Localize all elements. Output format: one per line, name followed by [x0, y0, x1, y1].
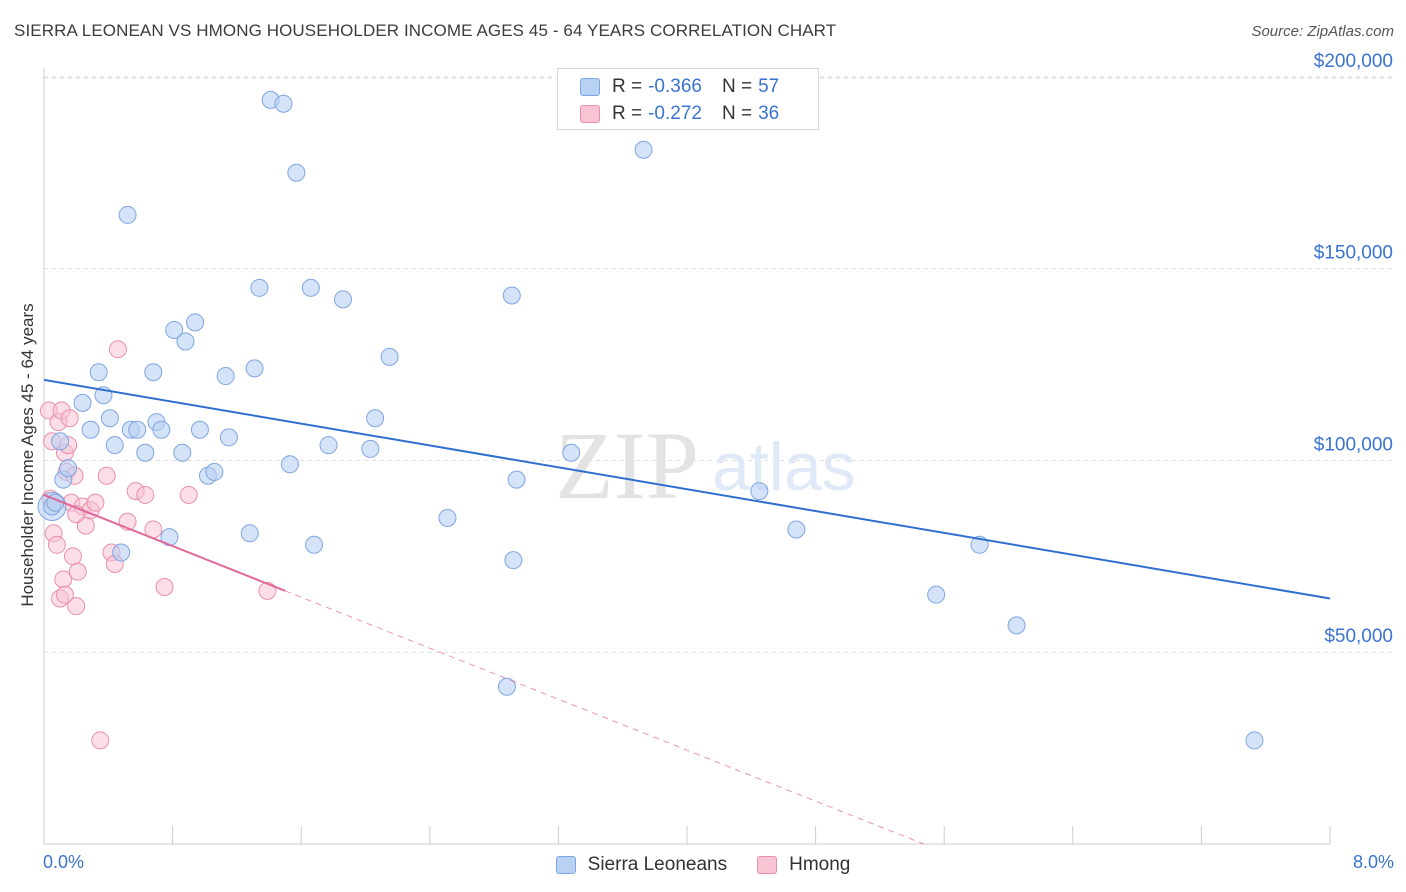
hmong-point — [63, 547, 82, 566]
hmong-point — [67, 597, 86, 616]
hmong-point — [47, 535, 66, 554]
sierra-leonean-point — [152, 420, 171, 439]
hmong-point — [86, 493, 105, 512]
sierra-leonean-point — [173, 443, 192, 462]
legend-row-sierra-leoneans: R = -0.366 N = 57 — [580, 75, 779, 99]
legend-swatch-pink — [757, 856, 778, 874]
sierra-leonean-point — [305, 535, 324, 554]
hmong-point — [97, 466, 116, 485]
sierra-leonean-point — [73, 393, 92, 412]
chart-title: SIERRA LEONEAN VS HMONG HOUSEHOLDER INCO… — [14, 21, 837, 40]
sierra-leonean-point — [190, 420, 209, 439]
legend-label: Sierra Leoneans — [587, 854, 728, 875]
y-tick-label: $200,000 — [1314, 51, 1393, 72]
sierra-leonean-point — [361, 439, 380, 458]
legend-label: Hmong — [789, 854, 851, 875]
x-tick-label-max: 8.0% — [1352, 852, 1394, 872]
r-value: -0.272 — [648, 103, 702, 124]
sierra-leonean-point — [245, 359, 264, 378]
n-value: 36 — [758, 103, 780, 124]
y-tick-label: $150,000 — [1314, 243, 1393, 264]
sierra-leonean-point — [380, 347, 399, 366]
sierra-leonean-point — [507, 470, 526, 489]
hmong-point — [179, 485, 198, 504]
sierra-leonean-point — [562, 443, 581, 462]
series-legend: Sierra Leoneans Hmong — [0, 852, 1406, 878]
sierra-leonean-point — [118, 205, 137, 224]
sierra-leonean-point — [250, 278, 269, 297]
sierra-leonean-point — [280, 455, 299, 474]
sierra-leonean-point — [51, 432, 70, 451]
trend-lines — [43, 378, 1331, 845]
sierra-leonean-point — [128, 420, 147, 439]
sierra-leonean-point — [144, 363, 163, 382]
hmong-point — [108, 340, 127, 359]
hmong-point — [155, 578, 174, 597]
sierra-leonean-point — [301, 278, 320, 297]
r-label: R = — [612, 103, 643, 124]
r-label: R = — [612, 76, 643, 97]
legend-swatch-blue — [580, 78, 600, 96]
sierra-leonean-point — [136, 443, 155, 462]
sierra-leonean-point — [787, 520, 806, 539]
hmong-point — [55, 585, 74, 604]
y-tick-label: $100,000 — [1314, 434, 1393, 455]
hmong-point — [60, 409, 79, 428]
y-tick-labels: $50,000 $100,000 $150,000 $200,000 — [1314, 51, 1393, 647]
legend-row-hmong: R = -0.272 N = 36 — [580, 102, 779, 126]
hmong-point — [91, 731, 110, 750]
n-value: 57 — [758, 76, 780, 97]
sierra-leonean-point — [105, 436, 124, 455]
y-tick-label: $50,000 — [1324, 626, 1393, 647]
sierra-leonean-point — [89, 363, 108, 382]
legend-swatch-blue — [555, 856, 576, 874]
sierra-leonean-point — [165, 321, 184, 340]
sierra-leonean-point — [274, 94, 293, 113]
sierra-leonean-point — [366, 409, 385, 428]
sierra-leonean-trend-line — [43, 378, 1331, 600]
legend-swatch-pink — [580, 105, 600, 123]
sierra-leonean-point — [176, 332, 195, 351]
sierra-leonean-point — [438, 508, 457, 527]
sierra-leonean-point — [333, 290, 352, 309]
sierra-leonean-point — [504, 551, 523, 570]
sierra-leonean-point — [240, 524, 259, 543]
sierra-leonean-point — [750, 482, 769, 501]
sierra-leonean-point — [112, 543, 131, 562]
sierra-leonean-point — [100, 409, 119, 428]
sierra-leonean-point — [216, 367, 235, 386]
n-label: N = — [721, 76, 753, 97]
watermark-atlas: atlas — [712, 429, 856, 505]
legend-item-sierra-leoneans[interactable]: Sierra Leoneans — [555, 854, 728, 876]
chart-source: Source: ZipAtlas.com — [1251, 23, 1394, 40]
sierra-leonean-point — [81, 420, 100, 439]
x-tick-label-min: 0.0% — [43, 852, 85, 872]
sierra-leonean-point — [205, 462, 224, 481]
correlation-legend: R = -0.366 N = 57 R = -0.272 N = 36 — [557, 68, 819, 130]
sierra-leonean-points — [37, 90, 1264, 750]
sierra-leonean-point — [186, 313, 205, 332]
hmong-trend-line — [43, 494, 286, 592]
sierra-leonean-point — [287, 163, 306, 182]
sierra-leonean-point — [59, 459, 78, 478]
legend-item-hmong[interactable]: Hmong — [757, 854, 850, 876]
hmong-point — [68, 562, 87, 581]
sierra-leonean-point — [1245, 731, 1264, 750]
hmong-point — [136, 485, 155, 504]
sierra-leonean-point — [927, 585, 946, 604]
sierra-leonean-point — [319, 436, 338, 455]
sierra-leonean-point — [1007, 616, 1026, 635]
r-value: -0.366 — [648, 76, 702, 97]
sierra-leonean-point — [219, 428, 238, 447]
axes — [43, 68, 1331, 845]
sierra-leonean-point — [502, 286, 521, 305]
hmong-point — [258, 581, 277, 600]
watermark-zip: ZIP — [555, 412, 699, 519]
hmong-trend-extension — [284, 590, 924, 845]
sierra-leonean-point — [634, 140, 653, 159]
sierra-leonean-point — [497, 677, 516, 696]
n-label: N = — [721, 103, 753, 124]
